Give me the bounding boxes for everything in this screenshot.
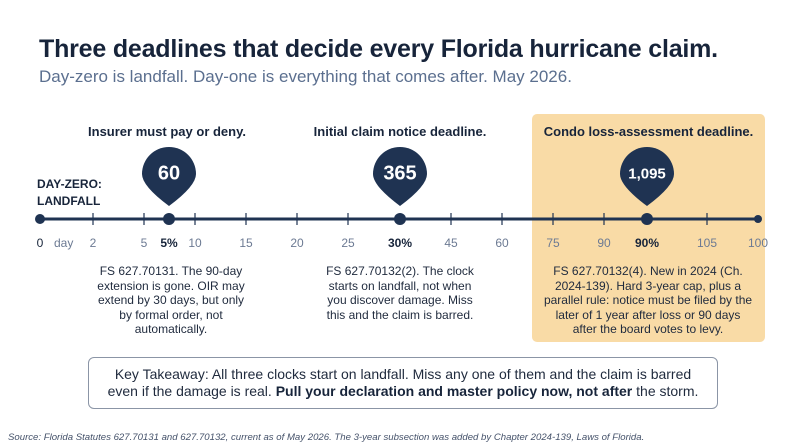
axis-tick-label: 15	[239, 236, 253, 250]
axis-ticks	[92, 213, 708, 225]
axis-tick-label: 60	[495, 236, 509, 250]
pin-dot	[163, 213, 175, 225]
axis-tick-label: 10	[188, 236, 202, 250]
deadline-heading-claim-notice: Initial claim notice deadline.	[313, 124, 487, 139]
page-title: Three deadlines that decide every Florid…	[39, 35, 718, 63]
key-takeaway-text: Key Takeaway: All three clocks start on …	[107, 366, 699, 399]
pin-value-1095: 1,095	[628, 165, 666, 183]
key-takeaway-box: Key Takeaway: All three clocks start on …	[88, 357, 718, 409]
pin-value-60: 60	[157, 162, 181, 185]
pin-marker	[142, 147, 196, 206]
axis-tick-label: 5	[140, 236, 148, 250]
axis-tick-label: 100	[747, 236, 769, 250]
axis-tick-label: 25	[341, 236, 355, 250]
deadline-pin-365	[373, 147, 427, 225]
pin-dot	[394, 213, 406, 225]
deadline-note-pay-or-deny: FS 627.70131. The 90-day extension is go…	[97, 264, 245, 336]
deadline-pin-1095	[620, 147, 674, 225]
axis-tick-label: 105	[696, 236, 718, 250]
deadline-pin-60	[142, 147, 196, 225]
axis-tick-label-percent: 5%	[160, 236, 178, 250]
deadline-note-claim-notice: FS 627.70132(2). The clock starts on lan…	[326, 264, 474, 322]
deadline-heading-condo-assessment: Condo loss-assessment deadline.	[543, 124, 754, 139]
axis-tick-label-percent: 30%	[387, 236, 413, 250]
axis-tick-label: 20	[290, 236, 304, 250]
pin-dot	[641, 213, 653, 225]
axis-tick-label: 75	[546, 236, 560, 250]
pin-marker	[620, 147, 674, 206]
axis-tick-label: 2	[89, 236, 97, 250]
axis-tick-label-percent: 90%	[634, 236, 660, 250]
pin-marker	[373, 147, 427, 206]
axis-tick-label: 45	[444, 236, 458, 250]
axis-end-dot	[754, 215, 762, 223]
source-note: Source: Florida Statutes 627.70131 and 6…	[8, 432, 645, 443]
key-takeaway-emphasis: Pull your declaration and master policy …	[275, 383, 633, 399]
pin-value-365: 365	[383, 162, 417, 185]
landfall-origin-dot	[35, 214, 45, 224]
deadline-note-condo-assessment: FS 627.70132(4). New in 2024 (Ch. 2024-1…	[543, 264, 753, 336]
deadline-heading-pay-or-deny: Insurer must pay or deny.	[88, 124, 246, 139]
axis-tick-label: 90	[597, 236, 611, 250]
axis-start-label: 0	[36, 236, 44, 250]
page-subtitle: Day-zero is landfall. Day-one is everyth…	[39, 67, 572, 86]
axis-unit-label: day	[54, 236, 74, 250]
day-zero-label: DAY-ZERO: LANDFALL	[37, 177, 102, 208]
